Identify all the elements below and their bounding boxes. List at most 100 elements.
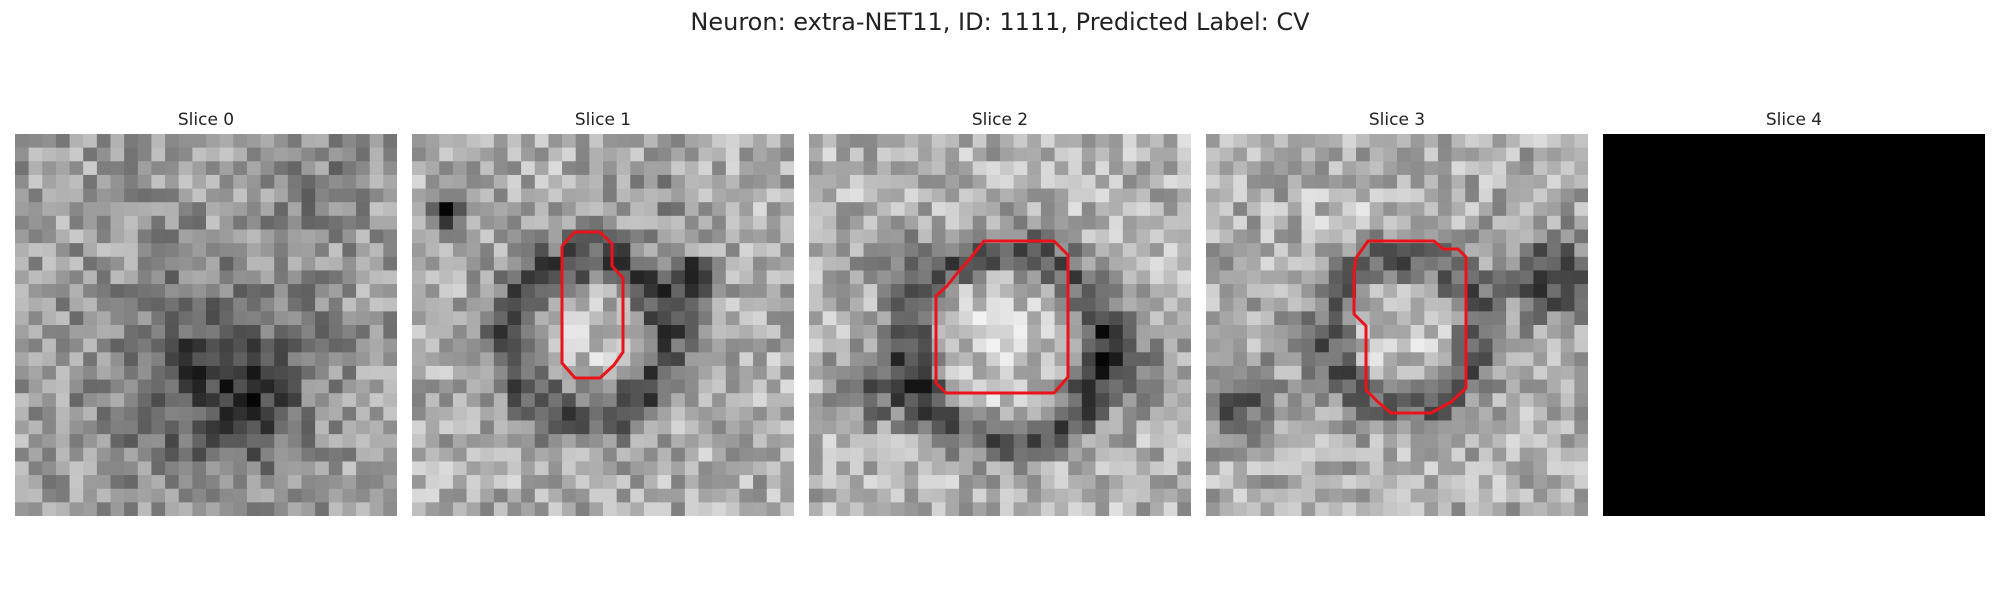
image-pixel [192,325,207,340]
image-pixel [328,379,344,394]
image-pixel [1163,420,1178,435]
image-pixel [1533,379,1548,394]
image-pixel [1506,174,1521,190]
image-pixel [766,202,781,217]
image-pixel [1547,229,1562,244]
image-pixel [630,229,645,244]
image-pixel [356,161,371,176]
image-pixel [684,215,700,231]
image-pixel [178,502,193,516]
image-pixel [1328,215,1344,231]
image-pixel [15,202,30,217]
image-pixel [151,475,166,490]
image-pixel [548,188,563,203]
image-pixel [521,297,536,312]
image-pixel [630,434,645,449]
image-pixel [1081,352,1097,367]
image-pixel [1424,174,1439,190]
image-pixel [739,215,754,231]
image-pixel [575,434,590,449]
image-pixel [1328,338,1344,353]
image-pixel [753,461,768,476]
image-pixel [1274,488,1289,503]
image-pixel [287,284,303,299]
image-pixel [972,475,987,490]
image-pixel [643,461,659,476]
image-pixel [904,311,919,326]
image-pixel [412,311,427,326]
image-pixel [480,461,495,476]
image-pixel [124,256,139,272]
image-pixel [1383,434,1398,449]
image-pixel [698,393,713,408]
image-pixel [274,256,289,272]
image-pixel [1177,256,1191,272]
image-pixel [1356,461,1371,476]
image-pixel [412,338,427,353]
image-pixel [822,284,837,299]
image-pixel [890,174,906,190]
image-pixel [206,502,221,516]
image-pixel [1219,502,1234,516]
image-pixel [918,461,933,476]
image-pixel [1383,352,1398,367]
image-pixel [643,379,659,394]
image-pixel [521,365,536,381]
image-pixel [55,420,71,435]
image-pixel [42,147,57,162]
image-pixel [671,174,686,190]
image-pixel [684,284,700,299]
image-pixel [1342,420,1357,435]
image-pixel [151,393,166,408]
image-pixel [480,502,495,516]
image-pixel [42,284,57,299]
image-pixel [493,338,509,353]
image-pixel [1095,188,1110,203]
image-pixel [287,243,303,258]
image-pixel [630,202,645,217]
image-pixel [1547,365,1562,381]
image-pixel [877,406,892,422]
image-pixel [246,338,262,353]
image-pixel [1163,215,1178,231]
image-pixel [480,174,495,190]
image-pixel [575,134,590,149]
image-pixel [589,406,604,422]
image-pixel [1068,174,1083,190]
image-pixel [315,134,330,149]
image-pixel [42,420,57,435]
image-pixel [918,202,933,217]
image-pixel [1122,420,1138,435]
image-pixel [1383,284,1398,299]
image-pixel [151,297,166,312]
image-pixel [1478,325,1494,340]
image-pixel [15,393,30,408]
image-pixel [809,488,824,503]
image-pixel [904,297,919,312]
image-pixel [548,161,563,176]
image-pixel [1328,134,1344,149]
image-pixel [342,434,357,449]
image-pixel [412,174,427,190]
image-pixel [643,161,659,176]
image-pixel [493,434,509,449]
image-pixel [1383,270,1398,285]
image-pixel [1136,447,1151,463]
image-pixel [739,243,754,258]
image-pixel [507,256,522,272]
image-pixel [1547,447,1562,463]
image-pixel [301,311,316,326]
image-pixel [1206,420,1221,435]
image-pixel [1109,502,1124,516]
image-pixel [630,352,645,367]
image-pixel [931,488,947,503]
image-pixel [877,461,892,476]
image-pixel [630,161,645,176]
image-pixel [1136,243,1151,258]
image-pixel [1342,202,1357,217]
image-pixel [42,488,57,503]
image-pixel [1533,256,1548,272]
image-pixel [877,393,892,408]
image-pixel [1369,502,1384,516]
image-pixel [1219,475,1234,490]
